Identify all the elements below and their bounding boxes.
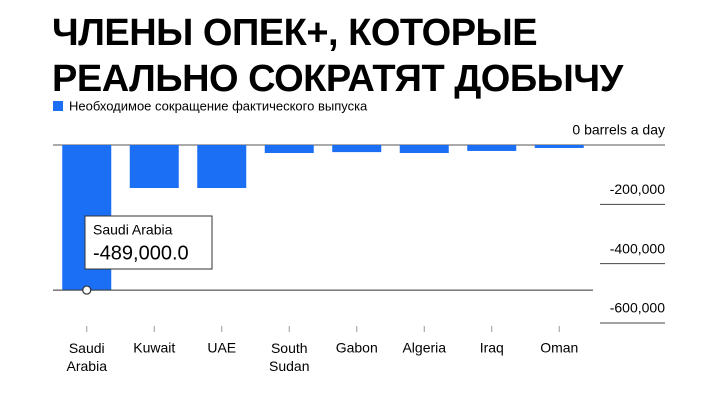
tooltip-box xyxy=(84,215,213,270)
bar xyxy=(399,145,449,154)
x-tick-label: Iraq xyxy=(480,340,504,356)
x-tick-label: Algeria xyxy=(402,340,446,356)
bar xyxy=(332,145,382,153)
x-tick-label: South Sudan xyxy=(269,340,309,374)
bar xyxy=(197,145,247,189)
x-tick-label: Kuwait xyxy=(133,340,175,356)
y-tick-label: 0 barrels a day xyxy=(572,122,665,138)
y-tick-label: -200,000 xyxy=(610,181,665,197)
x-tick-label: UAE xyxy=(207,340,236,356)
x-tick-label: Saudi Arabia xyxy=(67,340,108,374)
bar xyxy=(129,145,179,189)
tooltip-value: -489,000.0 xyxy=(93,242,189,264)
y-tick-label: -600,000 xyxy=(610,300,665,316)
chart-title: ЧЛЕНЫ ОПЕК+, КОТОРЫЕ РЕАЛЬНО СОКРАТЯТ ДО… xyxy=(52,12,623,100)
bar xyxy=(534,145,584,148)
bar xyxy=(264,145,314,154)
y-tick-label: -400,000 xyxy=(610,240,665,256)
bar xyxy=(467,145,517,151)
tooltip-category: Saudi Arabia xyxy=(93,222,173,238)
legend-label: Необходимое сокращение фактического выпу… xyxy=(69,98,368,113)
x-tick-label: Gabon xyxy=(336,340,378,356)
legend-swatch xyxy=(53,101,63,111)
x-tick-label: Oman xyxy=(540,340,578,356)
hover-point xyxy=(82,285,92,295)
